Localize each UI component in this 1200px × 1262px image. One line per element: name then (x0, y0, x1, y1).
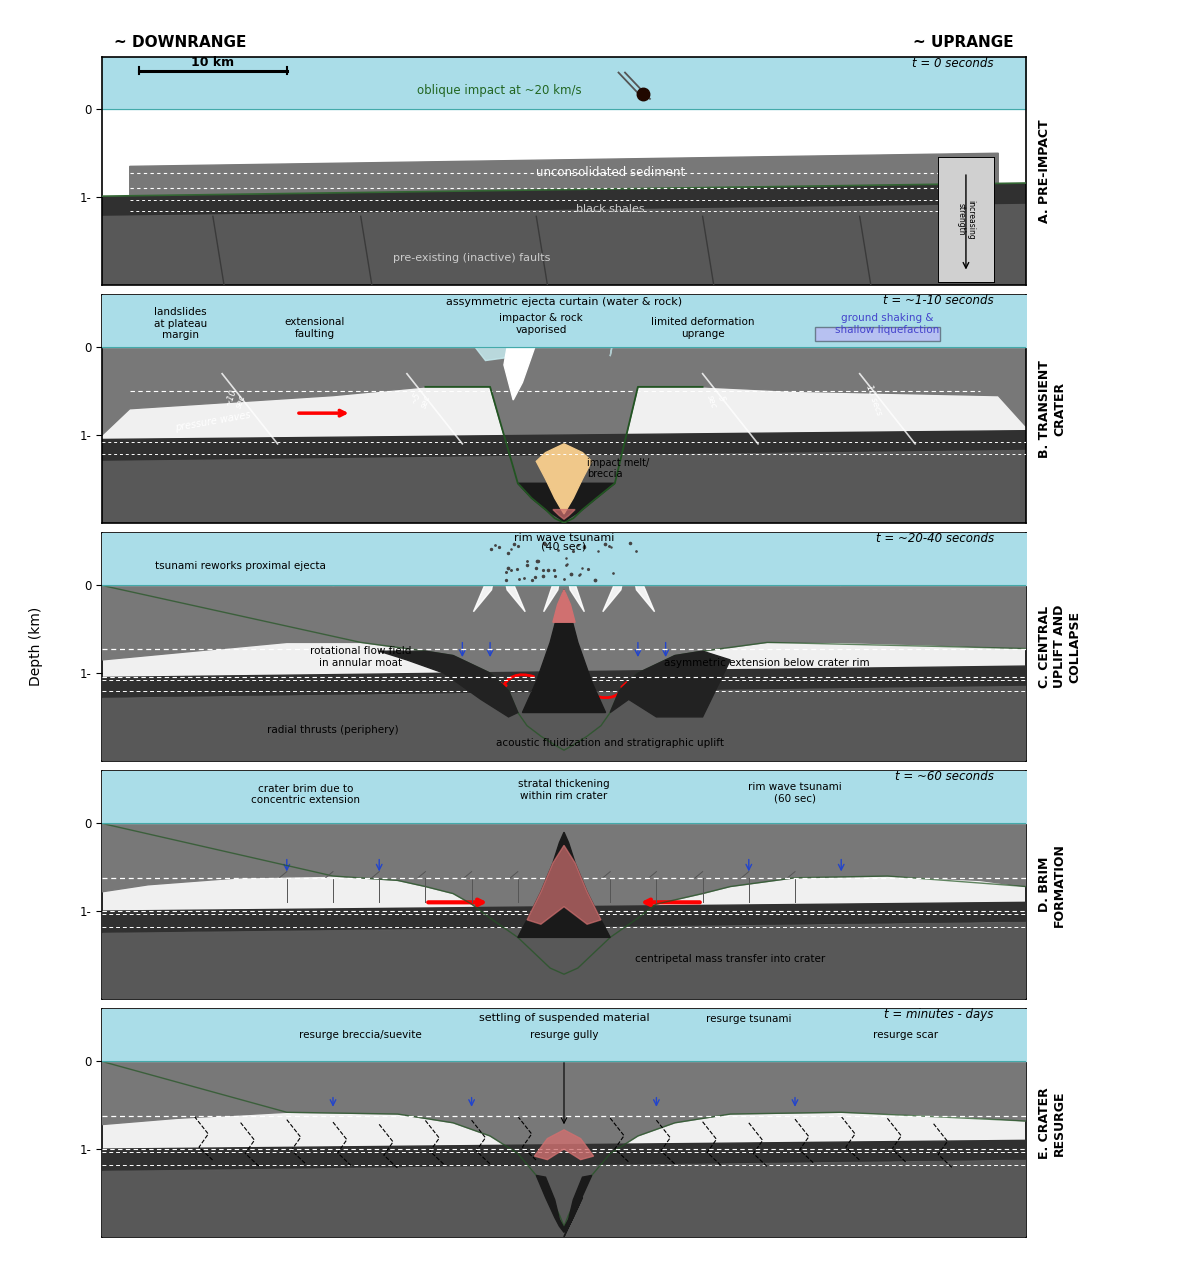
Polygon shape (102, 1141, 1026, 1171)
Text: ~5
sec: ~5 sec (409, 390, 432, 410)
Text: A. PRE-IMPACT: A. PRE-IMPACT (1038, 119, 1051, 222)
Polygon shape (602, 538, 654, 612)
Polygon shape (102, 451, 1026, 522)
Text: ground shaking &
shallow liquefaction: ground shaking & shallow liquefaction (835, 313, 940, 334)
Text: E. CRATER
RESURGE: E. CRATER RESURGE (1038, 1087, 1066, 1159)
Text: pressure waves: pressure waves (174, 410, 252, 433)
Text: tsunami reworks proximal ejecta: tsunami reworks proximal ejecta (155, 562, 326, 572)
Polygon shape (102, 1061, 1026, 1227)
Polygon shape (518, 483, 614, 522)
Text: Depth (km): Depth (km) (29, 607, 43, 687)
Text: rim wave tsunami
(60 sec): rim wave tsunami (60 sec) (748, 782, 842, 804)
Text: crater brim due to
concentric extension: crater brim due to concentric extension (251, 784, 360, 805)
Polygon shape (611, 295, 647, 356)
Text: pre-existing (inactive) faults: pre-existing (inactive) faults (392, 254, 551, 264)
Polygon shape (130, 153, 998, 197)
Text: limited deformation
uprange: limited deformation uprange (650, 317, 755, 339)
Text: rotational flow field
in annular moat: rotational flow field in annular moat (310, 646, 412, 668)
Polygon shape (102, 921, 1026, 998)
Polygon shape (379, 651, 518, 717)
Text: resurge breccia/suevite: resurge breccia/suevite (299, 1030, 422, 1040)
Text: ~10
sec: ~10 sec (224, 389, 248, 411)
Text: impactor & rock
vaporised: impactor & rock vaporised (499, 313, 583, 334)
Polygon shape (102, 687, 1026, 761)
Text: ~ UPRANGE: ~ UPRANGE (913, 35, 1014, 50)
Polygon shape (287, 538, 499, 586)
Polygon shape (102, 184, 1026, 216)
Text: impact melt/
breccia: impact melt/ breccia (587, 458, 649, 480)
Text: rim wave tsunami: rim wave tsunami (514, 533, 614, 543)
Polygon shape (102, 666, 1026, 698)
Text: 10 secs: 10 secs (864, 384, 883, 416)
Polygon shape (102, 902, 1026, 933)
Polygon shape (102, 771, 1026, 823)
Text: t = ~20-40 seconds: t = ~20-40 seconds (876, 531, 994, 545)
Text: ~ DOWNRANGE: ~ DOWNRANGE (114, 35, 246, 50)
Text: landslides
at plateau
margin: landslides at plateau margin (154, 307, 208, 341)
Text: (40 sec): (40 sec) (541, 541, 587, 551)
Text: oblique impact at ~20 km/s: oblique impact at ~20 km/s (418, 83, 582, 97)
Text: resurge tsunami: resurge tsunami (706, 1015, 792, 1025)
Polygon shape (796, 771, 1026, 798)
Polygon shape (544, 538, 584, 612)
Polygon shape (102, 533, 1026, 607)
Text: settling of suspended material: settling of suspended material (479, 1012, 649, 1022)
Text: 10 km: 10 km (191, 56, 234, 68)
Text: centripetal mass transfer into crater: centripetal mass transfer into crater (635, 954, 826, 964)
Polygon shape (102, 204, 1026, 285)
Text: extensional
faulting: extensional faulting (284, 317, 344, 339)
Polygon shape (102, 347, 1026, 483)
Polygon shape (522, 589, 606, 713)
Text: stratal thickening
within rim crater: stratal thickening within rim crater (518, 780, 610, 801)
Text: 5
sec: 5 sec (704, 390, 728, 410)
Text: assymmetric ejecta curtain (water & rock): assymmetric ejecta curtain (water & rock… (446, 297, 682, 307)
Polygon shape (474, 538, 526, 612)
Polygon shape (518, 832, 611, 938)
Polygon shape (527, 846, 601, 924)
Polygon shape (504, 295, 564, 400)
Text: t = 0 seconds: t = 0 seconds (912, 57, 994, 71)
Polygon shape (434, 295, 527, 361)
Polygon shape (102, 823, 1026, 974)
Text: resurge scar: resurge scar (874, 1030, 938, 1040)
Text: unconsolidated sediment: unconsolidated sediment (535, 167, 685, 179)
Text: t = ~60 seconds: t = ~60 seconds (895, 770, 994, 782)
Text: D. BRIM
FORMATION: D. BRIM FORMATION (1038, 843, 1066, 926)
Text: B. TRANSIENT
CRATER: B. TRANSIENT CRATER (1038, 360, 1066, 458)
Polygon shape (102, 1160, 1026, 1237)
Text: C. CENTRAL
UPLIFT AND
COLLAPSE: C. CENTRAL UPLIFT AND COLLAPSE (1038, 604, 1081, 689)
Polygon shape (553, 589, 575, 622)
Polygon shape (536, 1175, 592, 1237)
Text: t = ~1-10 seconds: t = ~1-10 seconds (883, 294, 994, 307)
Polygon shape (102, 430, 1026, 462)
Polygon shape (102, 1008, 1026, 1061)
FancyBboxPatch shape (815, 327, 940, 341)
Text: resurge gully: resurge gully (529, 1030, 599, 1040)
Polygon shape (536, 444, 592, 514)
Polygon shape (102, 586, 1026, 750)
Polygon shape (553, 510, 575, 519)
Text: asymmetric extension below crater rim: asymmetric extension below crater rim (665, 658, 870, 668)
Text: t = minutes - days: t = minutes - days (884, 1007, 994, 1021)
Text: black shales: black shales (576, 204, 644, 215)
Text: radial thrusts (periphery): radial thrusts (periphery) (268, 726, 398, 734)
Polygon shape (102, 771, 334, 798)
Polygon shape (534, 1129, 594, 1160)
Polygon shape (611, 651, 731, 717)
Polygon shape (629, 538, 841, 586)
Text: acoustic fluidization and stratigraphic uplift: acoustic fluidization and stratigraphic … (497, 738, 725, 748)
